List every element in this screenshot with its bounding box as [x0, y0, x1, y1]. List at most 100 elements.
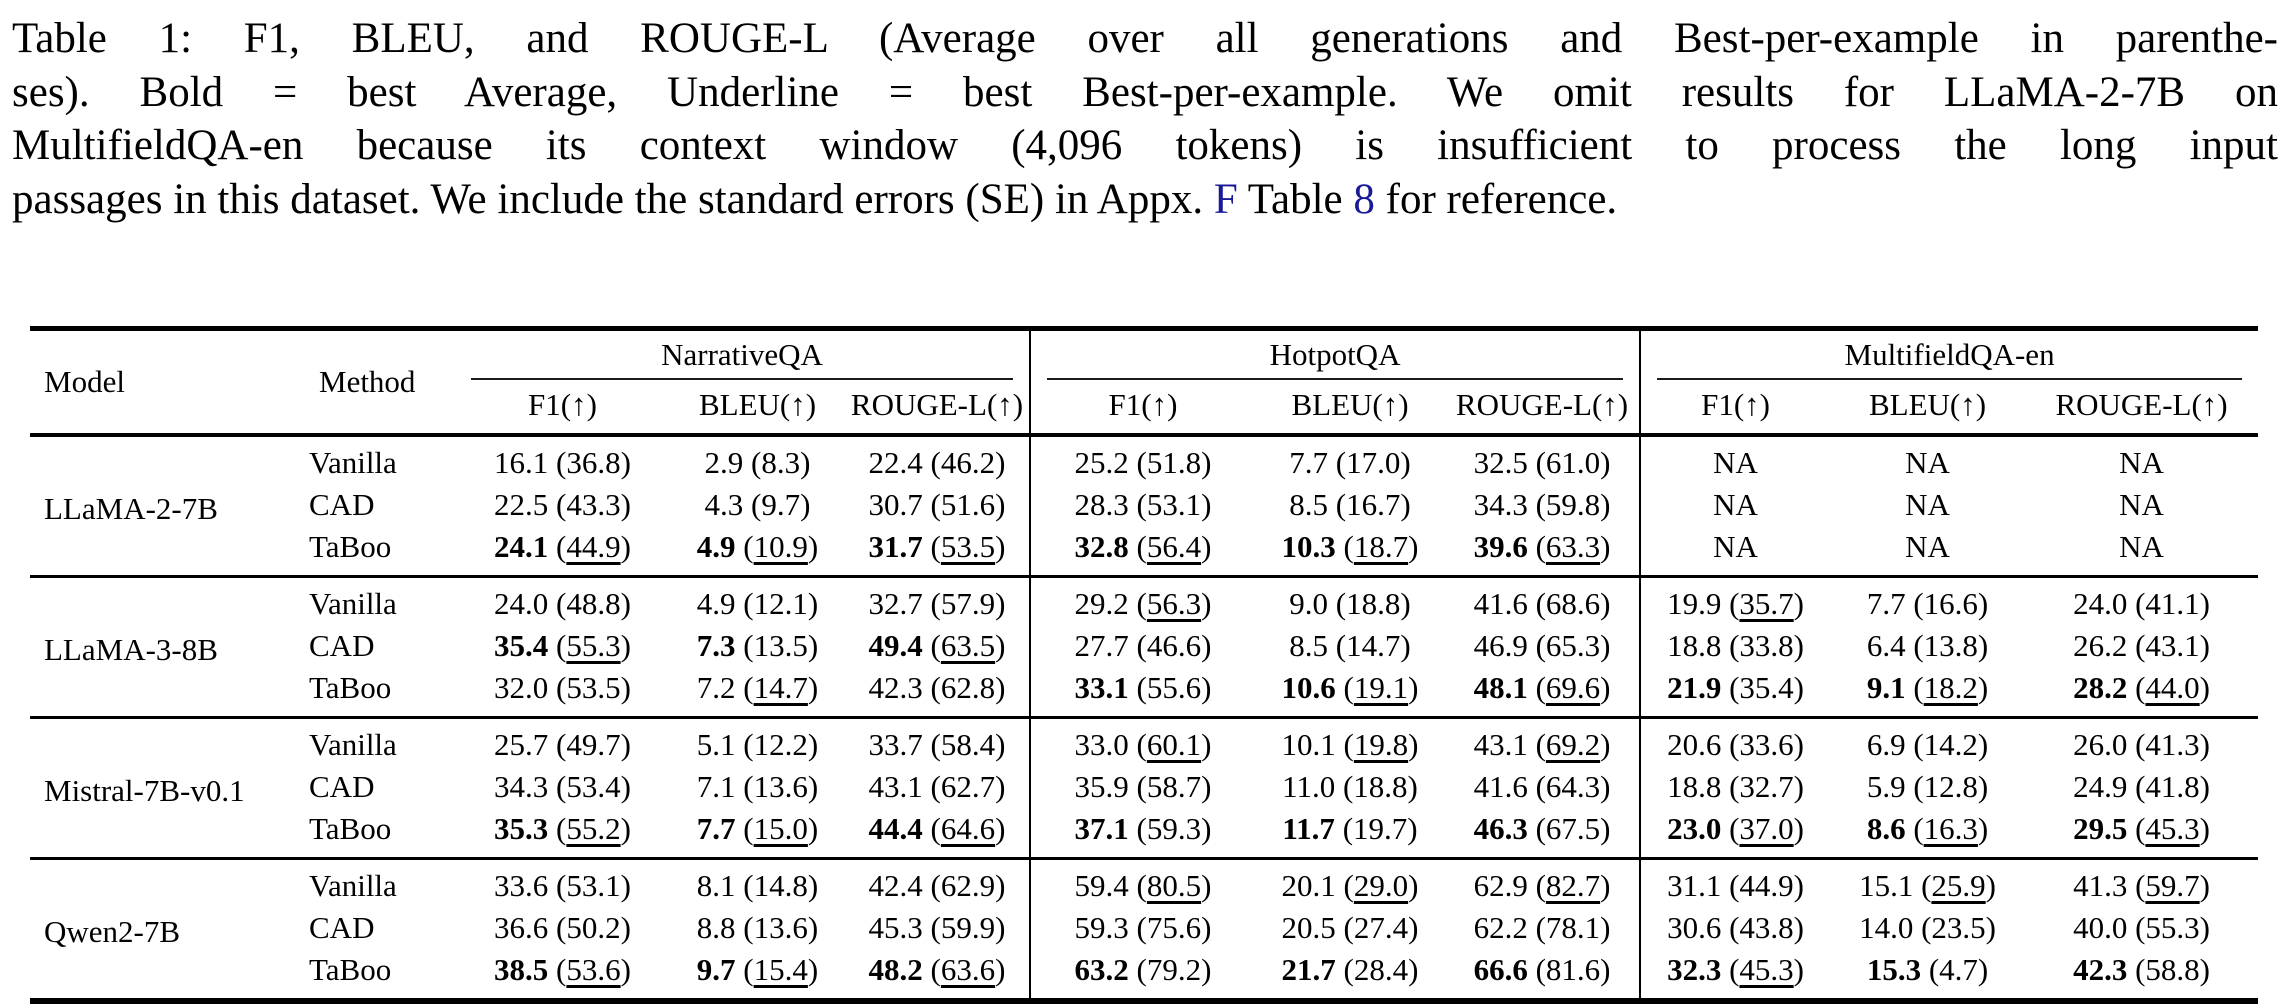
- metric-value: 34.3 (59.8): [1445, 484, 1642, 526]
- average-value: 43.1: [868, 769, 923, 804]
- best-per-example-value: 18.8: [1346, 586, 1401, 621]
- average-value: 33.6: [494, 868, 549, 903]
- best-per-example-value: 63.3: [1545, 529, 1601, 564]
- average-value: 34.3: [1473, 487, 1528, 522]
- metric-value: 15.3 (4.7): [1866, 952, 1989, 987]
- table-row: Mistral-7B-v0.1 Vanilla 25.7 (49.7) 5.1 (12…: [30, 717, 2258, 808]
- best-per-example-value: 75.6: [1146, 910, 1202, 945]
- average-value: 27.7: [1074, 628, 1129, 663]
- best-per-example-value: 41.3: [2145, 727, 2200, 762]
- metric-value: 37.1 (59.3): [1074, 811, 1212, 846]
- metric-value: 31.1 (44.9): [1667, 868, 1804, 903]
- best-per-example-value: 58.8: [2145, 952, 2200, 987]
- metric-value: 8.5 (16.7): [1289, 487, 1411, 522]
- average-value: 41.6: [1473, 586, 1528, 621]
- average-value: 66.6: [1473, 952, 1528, 987]
- average-value: 49.4: [868, 628, 923, 663]
- metric-value: 39.6 (63.3): [1445, 526, 1642, 577]
- best-per-example-value: 53.4: [566, 769, 621, 804]
- average-value: 7.1: [696, 769, 736, 804]
- table-row: CAD 34.3 (53.4) 7.1 (13.6) 43.1 (62.7) 35.9 …: [30, 766, 2258, 808]
- metric-header-f1: F1(↑): [528, 387, 597, 422]
- method-name: TaBoo: [309, 952, 392, 987]
- metric-value: 2.9 (8.3): [704, 445, 811, 480]
- method-name: TaBoo: [309, 529, 392, 564]
- average-value: 62.9: [1473, 868, 1528, 903]
- table-row: CAD 35.4 (55.3) 7.3 (13.5) 49.4 (63.5) 27.7 …: [30, 625, 2258, 667]
- average-value: 20.6: [1667, 727, 1722, 762]
- best-per-example-value: 51.6: [940, 487, 996, 522]
- caption-ref-link[interactable]: 8: [1353, 175, 1375, 223]
- best-per-example-value: 15.0: [753, 811, 808, 846]
- best-per-example-value: 80.5: [1146, 868, 1202, 903]
- best-per-example-value: 49.7: [566, 727, 621, 762]
- average-value: 42.3: [2073, 952, 2128, 987]
- model-name: Mistral-7B-v0.1: [44, 772, 245, 808]
- best-per-example-value: 53.1: [566, 868, 621, 903]
- average-value: 18.8: [1667, 628, 1722, 663]
- average-value: 4.9: [696, 586, 736, 621]
- method-name: Vanilla: [309, 586, 397, 621]
- metric-value: NA: [1905, 529, 1950, 564]
- metric-value: 6.4 (13.8): [1866, 628, 1989, 663]
- group-label: NarrativeQA: [471, 336, 1013, 380]
- table-row: CAD 22.5 (43.3) 4.3 (9.7) 30.7 (51.6) 28.3 (…: [30, 484, 2258, 526]
- metric-header-rouge-l: ROUGE-L(↑): [2055, 387, 2228, 422]
- table-row: TaBoo 32.0 (53.5) 7.2 (14.7) 42.3 (62.8) 33.…: [30, 667, 2258, 718]
- caption-line: ses). Bold = best Average, Underline = b…: [12, 66, 2278, 120]
- metric-value: 29.5 (45.3): [2073, 811, 2210, 846]
- average-value: 42.4: [868, 868, 923, 903]
- best-per-example-value: 33.8: [1739, 628, 1794, 663]
- metric-value: 29.2 (56.3): [1074, 586, 1212, 621]
- metric-value: 19.9 (35.7): [1667, 586, 1804, 621]
- caption-line: MultifieldQA-en because its context wind…: [12, 119, 2278, 173]
- best-per-example-value: 46.6: [1146, 628, 1202, 663]
- metric-header-rouge-l: ROUGE-L(↑): [845, 380, 1031, 435]
- metric-value: 59.3 (75.6): [1074, 910, 1212, 945]
- best-per-example-value: 10.9: [753, 529, 808, 564]
- best-per-example-value: 78.1: [1545, 910, 1601, 945]
- metric-value: 9.7 (15.4): [696, 952, 819, 987]
- best-per-example-value: 8.3: [761, 445, 801, 480]
- best-per-example-value: 16.6: [1923, 586, 1978, 621]
- table-header: Model Method NarrativeQA HotpotQA Multif…: [30, 328, 2259, 435]
- metric-value: 31.7 (53.5): [845, 526, 1031, 577]
- metric-value: 23.0 (37.0): [1667, 811, 1804, 846]
- average-value: 15.3: [1866, 952, 1922, 987]
- metric-value: 32.7 (57.9): [845, 576, 1031, 625]
- group-header-narrativeqa: NarrativeQA: [455, 328, 1031, 380]
- average-value: 33.0: [1074, 727, 1129, 762]
- best-per-example-value: 64.3: [1545, 769, 1601, 804]
- metric-value: 43.1 (62.7): [845, 766, 1031, 808]
- best-per-example-value: 55.2: [566, 811, 621, 846]
- group-header-row: Model Method NarrativeQA HotpotQA Multif…: [30, 328, 2258, 399]
- average-value: 44.4: [868, 811, 923, 846]
- metric-value: 49.4 (63.5): [845, 625, 1031, 667]
- best-per-example-value: 61.0: [1545, 445, 1601, 480]
- average-value: 36.6: [494, 910, 549, 945]
- metric-value: 42.4 (62.9): [845, 858, 1031, 907]
- metric-value: 34.3 (53.4): [494, 769, 631, 804]
- best-per-example-value: 67.5: [1545, 811, 1601, 846]
- average-value: 63.2: [1074, 952, 1129, 987]
- average-value: 10.3: [1281, 529, 1336, 564]
- metric-header-bleu: BLEU(↑): [698, 387, 817, 422]
- metric-value: NA: [1713, 529, 1758, 564]
- metric-value: 36.6 (50.2): [494, 910, 631, 945]
- best-per-example-value: 44.0: [2145, 670, 2200, 705]
- best-per-example-value: 14.7: [1346, 628, 1401, 663]
- average-value: 32.3: [1667, 952, 1722, 987]
- best-per-example-value: 14.8: [753, 868, 808, 903]
- metric-value: 32.5 (61.0): [1445, 435, 1642, 484]
- average-value: 23.0: [1667, 811, 1722, 846]
- metric-value: 27.7 (46.6): [1074, 628, 1212, 663]
- method-name: Vanilla: [309, 727, 397, 762]
- caption-ref-link[interactable]: F: [1213, 175, 1238, 223]
- average-value: 37.1: [1074, 811, 1129, 846]
- group-header-hotpotqa: HotpotQA: [1030, 328, 1642, 380]
- average-value: 43.1: [1473, 727, 1528, 762]
- best-per-example-value: 59.7: [2145, 868, 2200, 903]
- average-value: 32.7: [868, 586, 923, 621]
- metric-value: 35.3 (55.2): [494, 811, 631, 846]
- average-value: 11.0: [1282, 769, 1336, 804]
